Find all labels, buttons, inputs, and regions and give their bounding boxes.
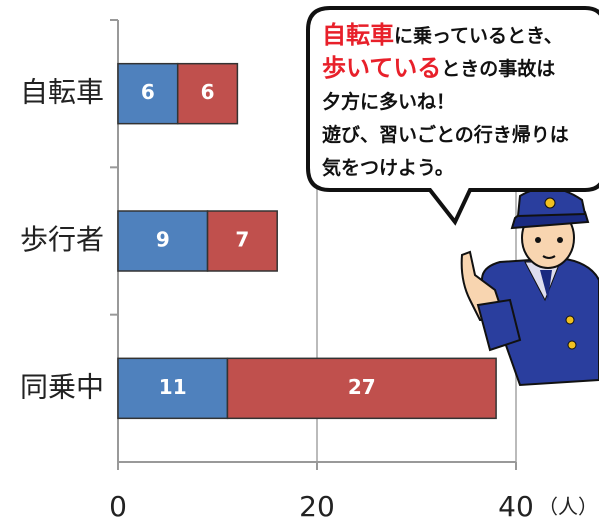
data-label: 6 <box>141 80 155 104</box>
bar-segment <box>206 210 278 272</box>
data-label: 6 <box>201 80 215 104</box>
x-tick-label: 0 <box>109 490 127 523</box>
bubble-line: 気をつけよう。 <box>322 156 454 179</box>
speech-bubble <box>306 6 599 226</box>
bar-segment <box>176 62 239 125</box>
y-tick-label: 歩行者 <box>20 223 104 256</box>
data-label: 9 <box>156 228 170 252</box>
bubble-text: 遊び、習いごとの行き帰りは <box>322 123 569 146</box>
bubble-text: 歩いている <box>322 54 441 82</box>
bubble-line: 夕方に多いね！ <box>322 90 455 113</box>
x-tick-label: 40 <box>498 490 534 523</box>
bubble-text: 気をつけよう。 <box>322 156 454 179</box>
x-unit: （人） <box>538 495 598 519</box>
y-tick-label: 同乗中 <box>20 370 104 403</box>
bubble-line: 遊び、習いごとの行き帰りは <box>322 123 569 146</box>
data-label: 27 <box>348 375 376 399</box>
bubble-text: ときの事故は <box>441 57 555 80</box>
data-label: 7 <box>235 228 249 252</box>
bubble-text: 自転車 <box>322 21 394 49</box>
officer-illustration <box>460 186 599 387</box>
bar-segment <box>117 357 229 420</box>
bar-segment <box>226 357 497 420</box>
bubble-line: 歩いているときの事故は <box>322 54 555 82</box>
data-label: 11 <box>159 375 187 399</box>
bubble-line: 自転車に乗っているとき、 <box>322 21 563 49</box>
bubble-text: に乗っているとき、 <box>394 25 563 47</box>
bar-segment <box>117 210 209 272</box>
y-tick-label: 自転車 <box>20 76 104 109</box>
x-tick-label: 20 <box>299 490 335 523</box>
bubble-text: 夕方に多いね！ <box>322 90 455 113</box>
